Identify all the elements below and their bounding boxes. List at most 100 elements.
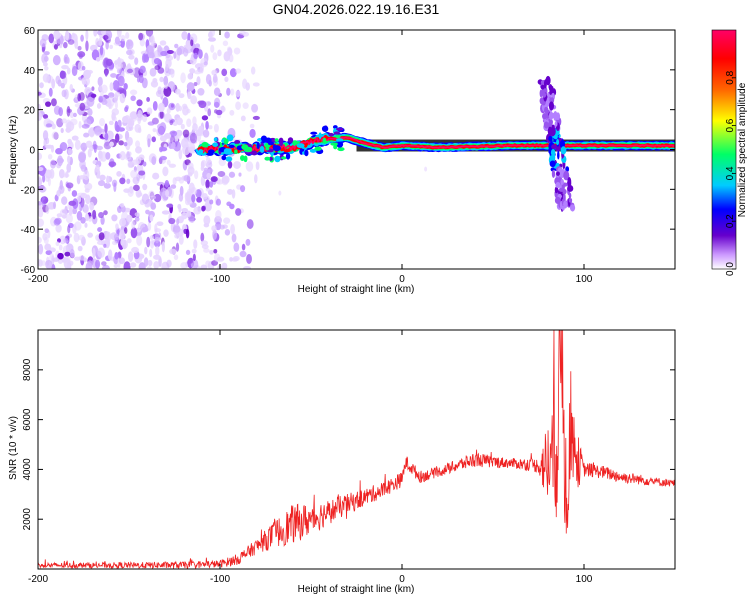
spectrogram-noise-blob [50,98,57,107]
spectrogram-noise-blob [134,212,140,217]
spectrogram-noise-blob [69,111,74,119]
spectrogram-noise-blob [124,106,129,113]
spectrogram-burst-blob [542,92,547,98]
spectrogram-noise-blob [164,84,168,89]
spectrogram-noise-blob [45,144,54,149]
spectrogram-noise-blob [151,136,156,143]
spectrogram-noise-blob [187,172,193,177]
spectrogram-noise-blob [424,166,428,172]
spectrogram-tone-blob [336,127,344,131]
spectrogram-noise-blob [137,109,143,121]
snr-frame [37,329,676,570]
spectrogram-noise-blob [88,127,95,138]
spectrogram-noise-blob [192,253,196,262]
spectrogram-burst-blob [554,121,558,127]
spectrogram-noise-blob [166,159,171,166]
spectrogram-noise-blob [113,182,117,193]
spectrogram-noise-blob [227,188,234,195]
spectrogram-noise-blob [137,127,142,134]
spectrogram-noise-blob [47,153,53,160]
spectrogram-burst-blob [567,185,574,192]
spectrogram-noise-blob [123,142,128,147]
spectrogram-burst-blob [540,84,545,90]
spectrogram-noise-blob [136,234,143,246]
spectrogram-noise-blob [227,160,233,169]
spectrogram-noise-blob [66,182,74,189]
spectrogram-noise-blob [66,67,71,75]
spectrogram-noise-blob [85,262,93,269]
spectrogram-noise-blob [165,189,170,198]
spectrogram-noise-blob [175,242,180,252]
spectrogram-tone-blob [213,137,218,142]
spectrogram-noise-blob [146,96,150,102]
spectrogram-noise-blob [114,251,119,260]
spectrogram-noise-blob [208,79,212,87]
spectrogram-noise-blob [207,37,216,42]
spectrogram-noise-blob [98,95,103,103]
snr-y-tick-label: 2000 [22,508,33,531]
spectrogram-noise-blob [58,169,65,179]
spectrogram-burst-blob [556,138,560,146]
spectrogram-noise-blob [63,41,68,49]
spectrogram-tone-blob [330,142,338,146]
spectrogram-noise-blob [205,260,211,267]
spectrogram-noise-blob [188,214,195,223]
spectrogram-noise-blob [98,128,105,133]
spectrogram-noise-blob [126,238,132,244]
spectrogram-noise-blob [119,202,125,208]
spectrogram-noise-blob [87,148,92,158]
spectrogram-noise-blob [111,112,116,121]
spectrogram-noise-blob [224,31,230,39]
spectrogram-noise-blob [38,111,43,121]
spectrogram-noise-blob [149,67,157,77]
spectrogram-tone-blob [335,134,341,139]
spectrogram-noise-blob [209,249,214,255]
spectrogram-noise-blob [174,233,180,239]
spectrogram-noise-blob [172,177,177,186]
spectrogram-noise-blob [65,119,72,130]
spectrogram-noise-blob [115,223,119,230]
spectrogram-noise-blob [98,153,103,162]
spectrogram-noise-blob [147,121,155,126]
spectrogram-noise-blob [157,125,166,136]
spectrogram-tone-blob [212,142,219,147]
spectrogram-noise-blob [109,141,114,147]
spectrogram-noise-blob [139,65,146,74]
spectrogram-noise-blob [163,75,169,87]
spectrogram-tone-blob [250,150,258,156]
spectrogram-noise-blob [196,196,203,203]
spectrogram-noise-blob [130,169,138,179]
spectrogram-noise-blob [252,82,260,87]
spectrogram-tone-blob [292,140,298,146]
spectrogram-noise-blob [171,141,176,150]
snr-plot [38,330,675,569]
spectrogram-noise-blob [90,93,97,98]
spectrogram-x-tick-label: -100 [210,274,230,285]
spectrogram-noise-blob [209,30,216,37]
spectrogram-noise-blob [146,236,151,248]
spectrogram-tone-blob [228,144,235,149]
spectrogram-noise-blob [115,133,120,143]
spectrogram-noise-blob [187,72,194,80]
spectrogram-burst-blob [563,200,568,209]
spectrogram-burst-blob [549,126,556,137]
spectrogram-noise-blob [182,103,188,110]
spectrogram-noise-blob [161,210,170,215]
spectrogram-noise-blob [153,254,161,260]
spectrogram-noise-blob [70,118,78,126]
spectrogram-noise-blob [143,257,149,267]
spectrogram-tone-blob [337,147,345,152]
spectrogram-noise-blob [67,148,73,156]
spectrogram-noise-blob [117,75,125,87]
spectrogram-noise-blob [223,217,231,224]
spectrogram-noise-blob [176,117,183,126]
spectrogram-noise-blob [189,132,198,144]
spectrogram-noise-blob [164,113,172,123]
spectrogram-burst-blob [554,186,559,194]
spectrogram-noise-blob [39,38,47,48]
spectrogram-tone-blob [287,137,294,143]
spectrogram-noise-blob [120,238,125,246]
spectrogram-noise-blob [108,161,117,167]
spectrogram-noise-blob [103,210,108,216]
spectrogram-noise-blob [98,180,106,187]
